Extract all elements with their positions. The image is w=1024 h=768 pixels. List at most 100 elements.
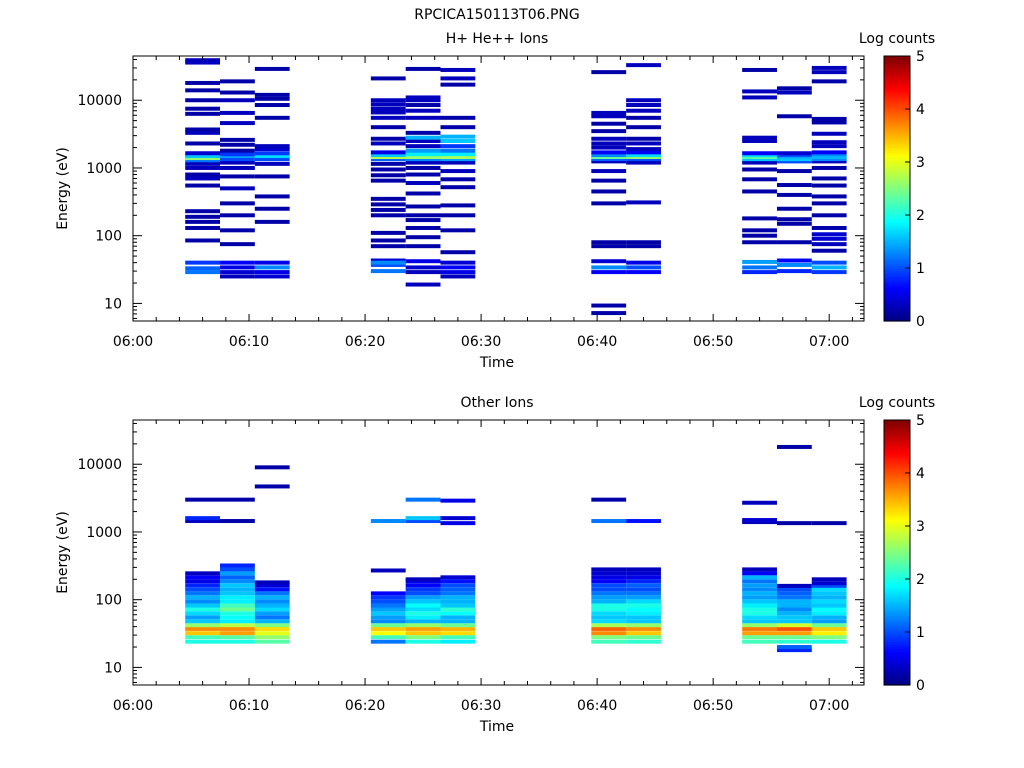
heatmap-bin [254,595,290,600]
heatmap-bin [370,639,406,644]
heatmap-bin [220,160,255,165]
heatmap-bin [254,607,290,612]
heatmap-bin [220,274,255,279]
heatmap-bin [742,591,777,596]
heatmap-bin [742,611,777,616]
heatmap-bin [742,189,777,194]
panel-2: Other Ions Log counts 06:00 06:10 06:20 06:30… [55,395,935,735]
heatmap-bin [626,265,661,270]
heatmap-bin [742,631,777,636]
heatmap-bin [591,623,627,628]
heatmap-bin [742,518,777,523]
heatmap-bin [405,635,441,640]
colorbar-segment [884,663,910,667]
y-tick-label: 1000 [86,161,122,177]
heatmap-bin [626,519,661,524]
heatmap-bin [220,599,255,604]
heatmap-bin [254,465,290,470]
heatmap-bin [776,444,812,449]
heatmap-bin [742,259,777,264]
heatmap-bin [626,579,661,584]
heatmap-bin [220,519,255,524]
heatmap-bin [405,259,441,264]
heatmap-bin [220,260,255,265]
x-tick-label: 06:50 [693,334,733,350]
colorbar-segment [884,268,910,272]
heatmap-bin [220,575,255,580]
colorbar-segment [884,186,910,190]
heatmap-bin [591,136,627,141]
heatmap-bin [185,266,221,271]
heatmap-bin [811,159,847,164]
colorbar-segment [884,624,910,628]
heatmap-bin [405,587,441,592]
colorbar-tick-label: 3 [916,155,925,171]
heatmap-bin [626,591,661,596]
colorbar-segment [884,306,910,310]
heatmap-bin [220,631,255,636]
heatmap-bin [405,516,441,521]
heatmap-bin [220,591,255,596]
y-tick-label: 10 [104,660,122,676]
heatmap-bin [370,603,406,608]
colorbar-segment [884,485,910,489]
heatmap-bin [185,172,221,177]
colorbar-tick-label: 1 [916,625,925,641]
colorbar-segment [884,111,910,115]
heatmap-bin [185,591,221,596]
heatmap-bin [254,639,290,644]
colorbar-segment [884,492,910,496]
heatmap-bin [254,157,290,162]
colorbar-segment [884,574,910,578]
heatmap-bin [220,213,255,218]
colorbar-segment [884,429,910,433]
heatmap-bin [742,623,777,628]
x-tick-label: 07:00 [809,698,849,714]
heatmap-bin [811,194,847,199]
panel-title: H+ He++ Ions [446,31,549,47]
heatmap-bin [811,183,847,188]
colorbar-segment [884,497,910,501]
heatmap-bin [254,635,290,640]
heatmap-bin [254,631,290,636]
heatmap-bin [185,176,221,181]
colorbar-segment [884,121,910,125]
heatmap-bin [626,607,661,612]
colorbar-segment [884,270,910,274]
colorbar-segment [884,94,910,98]
colorbar-segment [884,660,910,664]
heatmap-bin [776,221,812,226]
colorbar-segment [884,258,910,262]
heatmap-bin [776,626,812,631]
heatmap-bin [254,619,290,624]
colorbar-segment [884,564,910,568]
heatmap-bin [591,259,627,264]
heatmap-bin [742,228,777,233]
colorbar-segment [884,648,910,652]
heatmap-bin [626,623,661,628]
colorbar-segment [884,255,910,259]
heatmap-bin [220,579,255,584]
heatmap-bin [220,242,255,247]
heatmap-bin [220,567,255,572]
colorbar-tick-label: 5 [916,49,925,65]
heatmap-bin [776,151,812,156]
heatmap-bin [185,599,221,604]
colorbar-segment [884,475,910,479]
heatmap-bin [370,98,406,103]
colorbar-segment [884,453,910,457]
heatmap-bin [220,152,255,157]
colorbar-segment [884,164,910,168]
colorbar-segment [884,176,910,180]
heatmap-bin [776,639,812,644]
colorbar-segment [884,145,910,149]
colorbar-segment [884,118,910,122]
heatmap-bin [440,82,476,87]
heatmap-bin [254,484,290,489]
heatmap-bin [185,60,221,65]
heatmap-bin [440,607,476,612]
colorbar-segment [884,190,910,194]
heatmap-bin [742,67,777,72]
heatmap-bin [185,639,221,644]
